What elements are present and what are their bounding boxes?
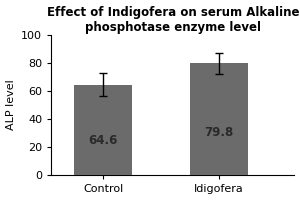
Text: 79.8: 79.8 [205, 126, 234, 139]
Y-axis label: ALP level: ALP level [6, 80, 16, 130]
Bar [190, 63, 248, 175]
Text: 64.6: 64.6 [88, 134, 118, 147]
Bar [74, 85, 132, 175]
Title: Effect of Indigofera on serum Alkaline
phosphotase enzyme level: Effect of Indigofera on serum Alkaline p… [46, 6, 299, 34]
